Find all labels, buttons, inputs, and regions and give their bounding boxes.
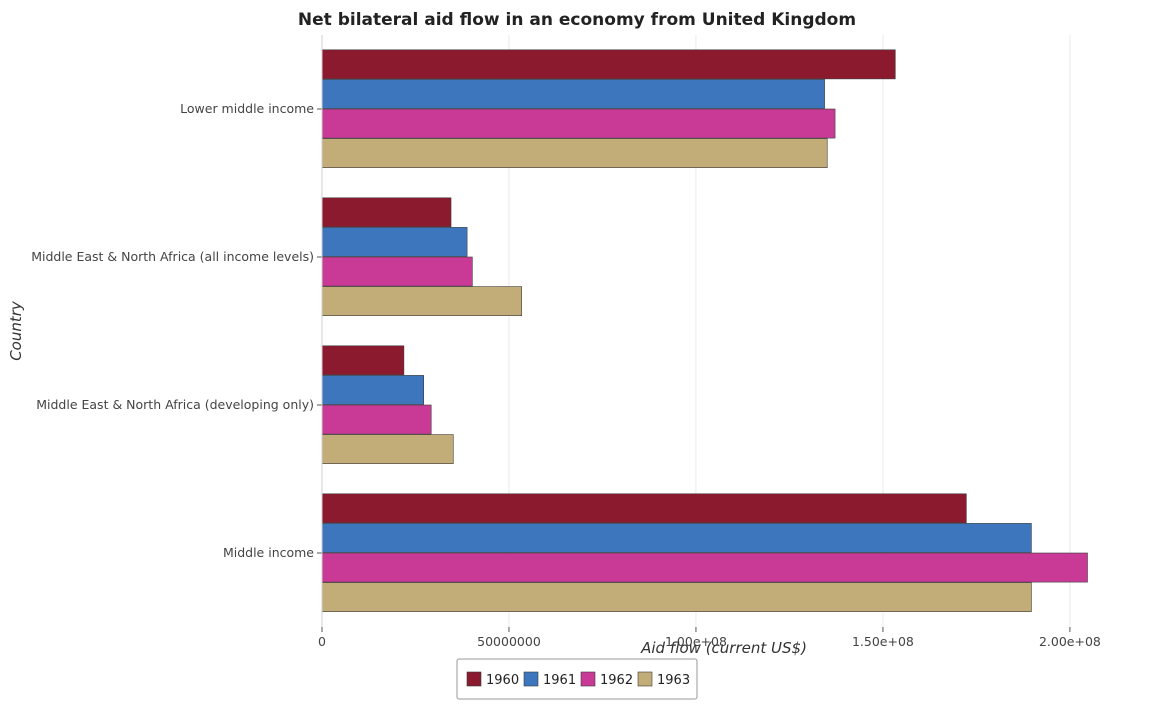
y-tick-label: Middle income: [223, 545, 314, 560]
legend: 1960 1961 1962 1963: [457, 659, 697, 699]
x-tick-label: 1.50e+08: [852, 634, 914, 649]
bar: [322, 198, 451, 227]
legend-swatch: [467, 672, 481, 686]
bar: [322, 50, 895, 79]
bar: [322, 79, 825, 108]
bar: [322, 523, 1031, 552]
bar: [322, 257, 472, 286]
bar: [322, 227, 467, 256]
bar: [322, 287, 522, 316]
bar: [322, 375, 424, 404]
y-axis-title: Country: [7, 300, 25, 361]
bar: [322, 494, 966, 523]
bar: [322, 553, 1087, 582]
legend-swatch: [581, 672, 595, 686]
legend-swatch: [524, 672, 538, 686]
bar: [322, 435, 453, 464]
x-tick-label: 2.00e+08: [1039, 634, 1101, 649]
legend-swatch: [638, 672, 652, 686]
y-axis-ticks: Lower middle income Middle East & North A…: [31, 101, 322, 560]
x-axis-title: Aid flow (current US$): [640, 639, 807, 657]
legend-label: 1960: [486, 673, 519, 688]
y-tick-label: Middle East & North Africa (developing o…: [36, 397, 314, 412]
legend-label: 1962: [600, 673, 633, 688]
x-tick-label: 50000000: [477, 634, 541, 649]
y-tick-label: Lower middle income: [180, 101, 314, 116]
bar: [322, 405, 431, 434]
y-tick-label: Middle East & North Africa (all income l…: [31, 249, 314, 264]
bar: [322, 139, 827, 168]
chart-title: Net bilateral aid flow in an economy fro…: [298, 10, 856, 30]
legend-label: 1963: [657, 673, 690, 688]
bar: [322, 583, 1031, 612]
x-tick-label: 0: [318, 634, 326, 649]
bar: [322, 346, 404, 375]
legend-label: 1961: [543, 673, 576, 688]
bar: [322, 109, 835, 138]
